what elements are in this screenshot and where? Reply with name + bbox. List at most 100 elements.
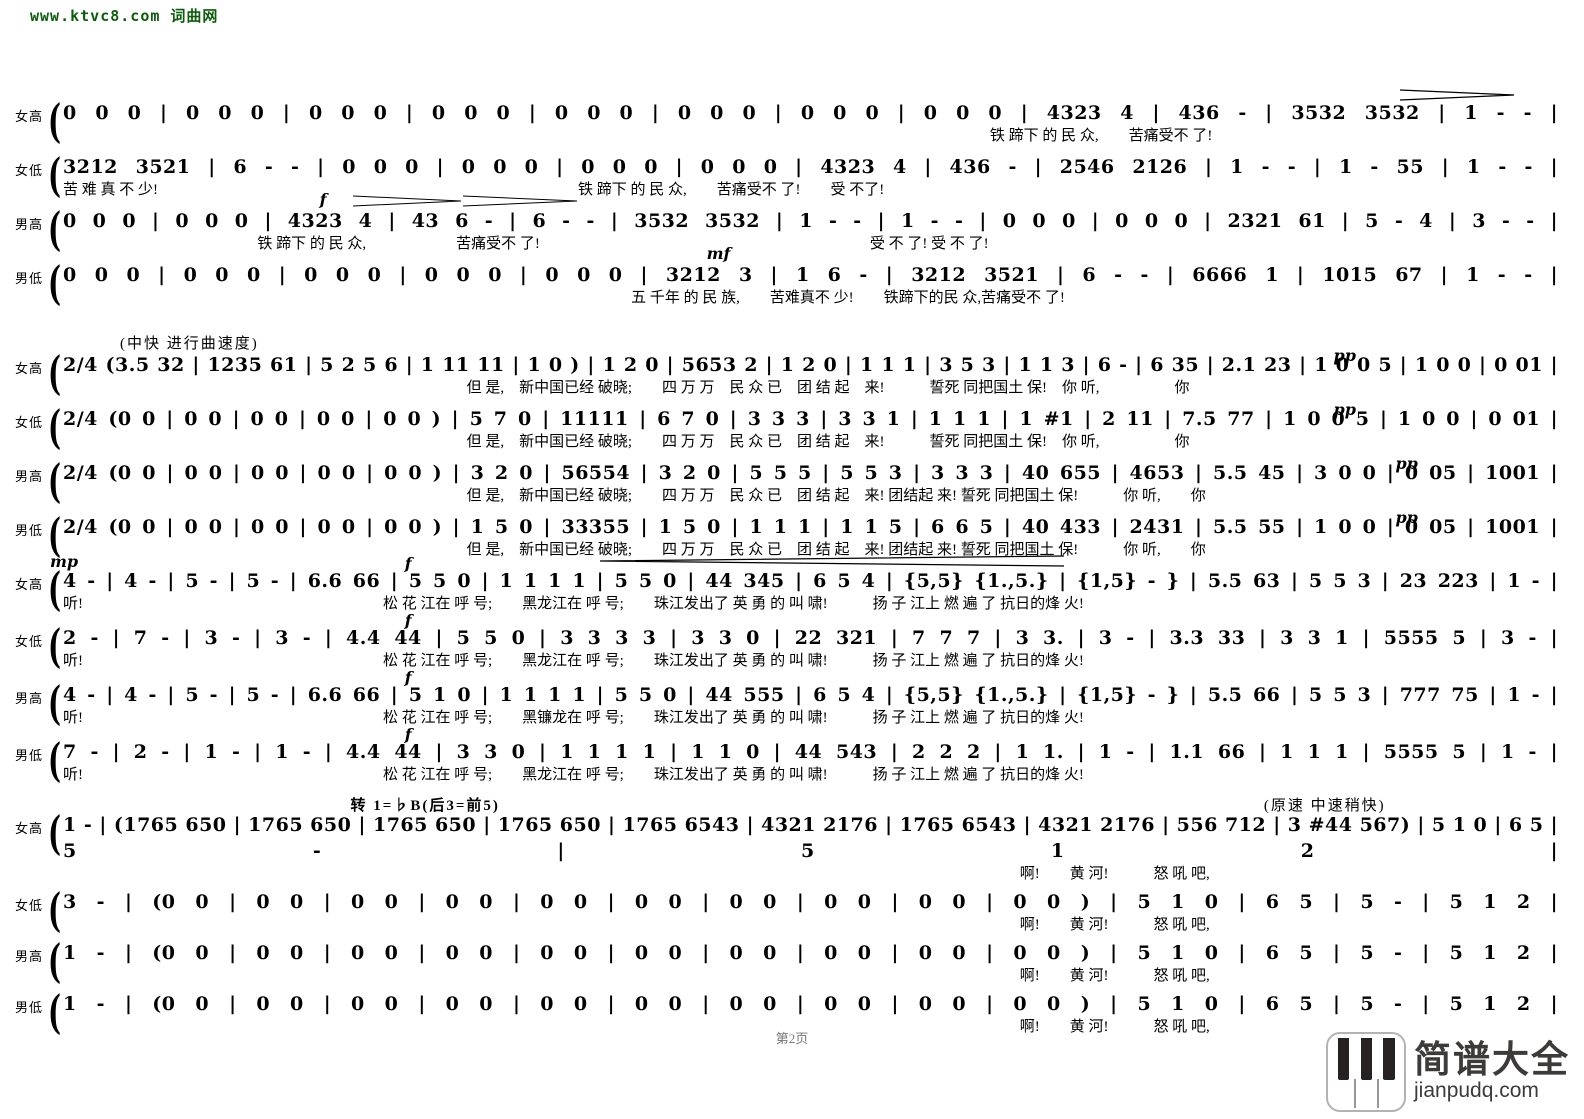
notes-line: 4 - | 4 - | 5 - | 5 - | 6.6 66 | 5 1 0 |… [63, 684, 1558, 706]
dynamic-marking: f [404, 668, 412, 687]
lyrics-line: 铁 蹄下 的 民 众, 苦痛受不 了! 受 不 了! 受 不 了! [257, 236, 989, 252]
system-1: f mf 女高 0 0 0 | 0 0 0 | 0 0 0 | 0 0 0 | … [10, 89, 1558, 316]
notes-line: 3212 3521 | 6 - - | 0 0 0 | 0 0 0 | 0 0 … [63, 156, 1558, 178]
voice-label: 女低 [14, 634, 43, 649]
lyrics-line: 听! 松 花 江在 呼 号; 黑镰龙在 呼 号; 珠江发出了 英 勇 的 叫 啸… [63, 710, 1084, 726]
lyrics-line: 五 千年 的 民 族, 苦难真不 少! 铁蹄下的民 众,苦痛受不 了! [631, 290, 1065, 306]
staff-line: 4 - | 4 - | 5 - | 5 - | 6.6 66 | 5 1 0 |… [63, 682, 1558, 729]
lyrics-line: 但 是, 新中国已经 破晓; 四 万 万 民 众 已 团 结 起 来! 誓死 同… [466, 434, 1190, 450]
staff-line: 0 0 0 | 0 0 0 | 4323 4 | 43 6 - | 6 - - … [63, 208, 1558, 255]
voice-label: 女低 [14, 898, 43, 913]
staff-line: 1 - | (0 0 | 0 0 | 0 0 | 0 0 | 0 0 | 0 0… [63, 940, 1558, 987]
staff-line: 3212 3521 | 6 - - | 0 0 0 | 0 0 0 | 0 0 … [63, 154, 1558, 201]
staff-row-alto: 女低 3212 3521 | 6 - - | 0 0 0 | 0 0 0 | 0… [10, 154, 1558, 201]
staff-bracket-icon [48, 991, 57, 1033]
lyrics-line: 铁 蹄下 的 民 众, 苦痛受不 了! [989, 128, 1213, 144]
lyrics-line: 但 是, 新中国已经 破晓; 四 万 万 民 众 已 团 结 起 来! 团结起 … [466, 542, 1206, 558]
lyrics-line: 啊! 黄 河! 怒 吼 吧, [1019, 968, 1210, 984]
staff-line: 2 - | 7 - | 3 - | 3 - | 4.4 44 | 5 5 0 |… [63, 625, 1558, 672]
staff-bracket-icon [48, 568, 57, 610]
staff-bracket-icon [48, 625, 57, 667]
lyrics-line: 啊! 黄 河! 怒 吼 吧, [1019, 866, 1210, 882]
staff-bracket-icon [48, 682, 57, 724]
voice-label: 男高 [14, 691, 43, 706]
lyrics-line: 但 是, 新中国已经 破晓; 四 万 万 民 众 已 团 结 起 来! 誓死 同… [466, 380, 1190, 396]
white-key-separator [1353, 1078, 1356, 1108]
crescendo-decrescendo-hairpin-icon [352, 195, 577, 207]
voice-label: 男高 [14, 949, 43, 964]
staff-line: 2/4 (0 0 | 0 0 | 0 0 | 0 0 | 0 0 ) | 1 5… [63, 514, 1558, 561]
lyrics-line: 听! 松 花 江在 呼 号; 黑龙江在 呼 号; 珠江发出了 英 勇 的 叫 啸… [63, 653, 1084, 669]
voice-label: 女低 [14, 415, 43, 430]
staff-row-alto: 女低 2/4 (0 0 | 0 0 | 0 0 | 0 0 | 0 0 ) | … [10, 406, 1558, 453]
voice-label: 男高 [14, 217, 43, 232]
staff-line: 2/4 (0 0 | 0 0 | 0 0 | 0 0 | 0 0 ) | 3 2… [63, 460, 1558, 507]
voice-label: 男低 [14, 748, 43, 763]
lyrics-line: 啊! 黄 河! 怒 吼 吧, [1019, 917, 1210, 933]
staff-line: 1 - | (1765 650 | 1765 650 | 1765 650 | … [63, 812, 1558, 885]
staff-row-bass: 男低 0 0 0 | 0 0 0 | 0 0 0 | 0 0 0 | 0 0 0… [10, 262, 1558, 309]
voice-label: 男低 [14, 523, 43, 538]
staff-line: 7 - | 2 - | 1 - | 1 - | 4.4 44 | 3 3 0 |… [63, 739, 1558, 786]
decrescendo-hairpin-icon [1399, 89, 1515, 101]
notes-line: 0 0 0 | 0 0 0 | 4323 4 | 43 6 - | 6 - - … [63, 210, 1558, 232]
notes-line: 0 0 0 | 0 0 0 | 0 0 0 | 0 0 0 | 0 0 0 | … [63, 264, 1558, 286]
notes-line: 3 - | (0 0 | 0 0 | 0 0 | 0 0 | 0 0 | 0 0… [63, 891, 1558, 913]
black-key [1337, 1037, 1350, 1081]
notes-line: 1 - | (0 0 | 0 0 | 0 0 | 0 0 | 0 0 | 0 0… [63, 942, 1558, 964]
staff-row-bass: 男低 7 - | 2 - | 1 - | 1 - | 4.4 44 | 3 3 … [10, 739, 1558, 786]
staff-bracket-icon [48, 352, 57, 394]
staff-row-soprano: 女高 1 - | (1765 650 | 1765 650 | 1765 650… [10, 812, 1558, 885]
logo-text: 简谱大全 jianpudq.com [1414, 1041, 1570, 1103]
staff-row-tenor: 男高 1 - | (0 0 | 0 0 | 0 0 | 0 0 | 0 0 | … [10, 940, 1558, 987]
white-key-separator [1377, 1078, 1380, 1108]
staff-bracket-icon [48, 889, 57, 931]
voice-label: 男高 [14, 469, 43, 484]
staff-bracket-icon [48, 940, 57, 982]
staff-row-tenor: 男高 2/4 (0 0 | 0 0 | 0 0 | 0 0 | 0 0 ) | … [10, 460, 1558, 507]
staff-bracket-icon [48, 100, 57, 142]
logo-domain: jianpudq.com [1414, 1079, 1539, 1103]
lyrics-line: 苦 难 真 不 少! 铁 蹄下 的 民 众, 苦痛受不 了! 受 不了! [63, 182, 885, 198]
lyrics-line: 啊! 黄 河! 怒 吼 吧, [1019, 1019, 1210, 1035]
page-number: 第2页 [775, 1031, 809, 1046]
piano-keys-icon [1326, 1032, 1406, 1112]
lyrics-line: 听! 松 花 江在 呼 号; 黑龙江在 呼 号; 珠江发出了 英 勇 的 叫 啸… [63, 767, 1084, 783]
notes-line: 2/4 (3.5 32 | 1235 61 | 5 2 5 6 | 1 11 1… [63, 354, 1558, 376]
staff-line: 2/4 (0 0 | 0 0 | 0 0 | 0 0 | 0 0 ) | 5 7… [63, 406, 1558, 453]
lyrics-line: 听! 松 花 江在 呼 号; 黑龙江在 呼 号; 珠江发出了 英 勇 的 叫 啸… [63, 596, 1084, 612]
staff-row-tenor: 男高 0 0 0 | 0 0 0 | 4323 4 | 43 6 - | 6 -… [10, 208, 1558, 255]
notes-line: 2/4 (0 0 | 0 0 | 0 0 | 0 0 | 0 0 ) | 3 2… [63, 462, 1558, 484]
staff-line: 4 - | 4 - | 5 - | 5 - | 6.6 66 | 5 5 0 |… [63, 568, 1558, 615]
voice-label: 男低 [14, 1000, 43, 1015]
tempo-marking: (原速 中速稍快) [1263, 798, 1386, 814]
staff-row-tenor: 男高 4 - | 4 - | 5 - | 5 - | 6.6 66 | 5 1 … [10, 682, 1558, 729]
dynamic-marking: f [404, 725, 412, 744]
staff-bracket-icon [48, 514, 57, 556]
notes-line: 7 - | 2 - | 1 - | 1 - | 4.4 44 | 3 3 0 |… [63, 741, 1558, 763]
dynamic-marking: mf [706, 244, 731, 263]
staff-line: 3 - | (0 0 | 0 0 | 0 0 | 0 0 | 0 0 | 0 0… [63, 889, 1558, 936]
notes-line: 1 - | (0 0 | 0 0 | 0 0 | 0 0 | 0 0 | 0 0… [63, 993, 1558, 1015]
voice-label: 女高 [14, 109, 43, 124]
black-key [1383, 1037, 1395, 1081]
staff-line: 0 0 0 | 0 0 0 | 0 0 0 | 0 0 0 | 0 0 0 | … [63, 262, 1558, 309]
staff-bracket-icon [48, 262, 57, 304]
staff-row-alto: 女低 3 - | (0 0 | 0 0 | 0 0 | 0 0 | 0 0 | … [10, 889, 1558, 936]
staff-bracket-icon [48, 739, 57, 781]
staff-row-soprano: 女高 4 - | 4 - | 5 - | 5 - | 6.6 66 | 5 5 … [10, 568, 1558, 615]
voice-label: 女低 [14, 163, 43, 178]
notes-line: 4 - | 4 - | 5 - | 5 - | 6.6 66 | 5 5 0 |… [63, 570, 1558, 592]
staff-bracket-icon [48, 406, 57, 448]
staff-line: 0 0 0 | 0 0 0 | 0 0 0 | 0 0 0 | 0 0 0 | … [63, 100, 1558, 147]
dynamic-marking: pp [1333, 346, 1356, 365]
notes-line: 2/4 (0 0 | 0 0 | 0 0 | 0 0 | 0 0 ) | 5 7… [63, 408, 1558, 430]
voice-label: 女高 [14, 821, 43, 836]
system-2: (中快 进行曲速度) pp pp pp pp 女高 2/4 (3.5 32 | … [10, 336, 1558, 568]
black-key [1360, 1037, 1373, 1081]
staff-bracket-icon [48, 208, 57, 250]
tempo-marking: (中快 进行曲速度) [120, 336, 259, 352]
voice-label: 女高 [14, 361, 43, 376]
voice-label: 男低 [14, 271, 43, 286]
staff-row-bass: 男低 1 - | (0 0 | 0 0 | 0 0 | 0 0 | 0 0 | … [10, 991, 1558, 1038]
